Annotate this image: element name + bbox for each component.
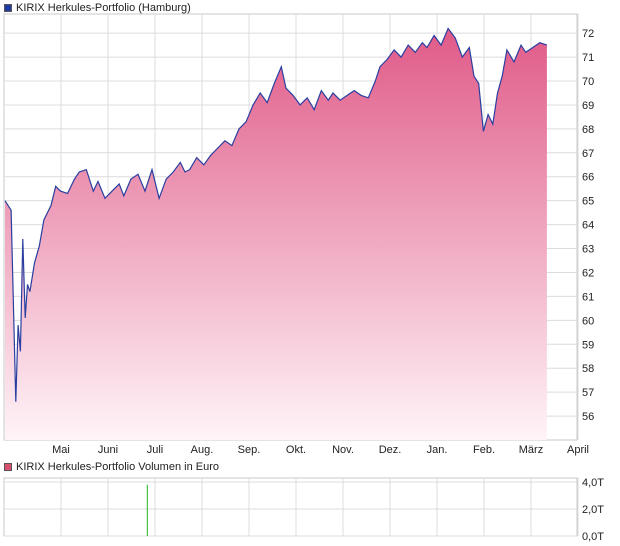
price-x-tick-label: März — [519, 444, 543, 456]
volume-y-tick-label: 4,0T — [582, 477, 604, 489]
price-y-tick-label: 60 — [582, 315, 594, 327]
price-legend: KIRIX Herkules-Portfolio (Hamburg) — [4, 1, 191, 15]
price-y-tick-label: 61 — [582, 291, 594, 303]
price-y-tick-label: 63 — [582, 244, 594, 256]
price-y-tick-label: 56 — [582, 411, 594, 423]
volume-chart: 0,0T 2,0T 4,0T — [3, 477, 604, 543]
price-y-tick-label: 64 — [582, 220, 594, 232]
price-chart: 56 57 58 59 60 61 62 63 64 65 66 67 68 69 70 71 72 Mai Jun… — [3, 13, 594, 456]
price-x-tick-label: Juni — [98, 444, 118, 456]
price-x-tick-label: Mai — [52, 444, 70, 456]
price-y-tick-label: 57 — [582, 387, 594, 399]
price-y-tick-label: 72 — [582, 28, 594, 40]
price-x-tick-label: Nov. — [332, 444, 354, 456]
volume-legend-label: KIRIX Herkules-Portfolio Volumen in Euro — [16, 461, 219, 473]
volume-y-tick-label: 0,0T — [582, 531, 604, 543]
price-y-tick-label: 59 — [582, 339, 594, 351]
price-legend-swatch — [4, 4, 12, 12]
price-y-tick-label: 65 — [582, 196, 594, 208]
price-x-tick-label: Juli — [147, 444, 164, 456]
price-y-tick-label: 62 — [582, 267, 594, 279]
volume-legend: KIRIX Herkules-Portfolio Volumen in Euro — [4, 460, 219, 474]
price-y-tick-label: 69 — [582, 100, 594, 112]
price-x-tick-label: Aug. — [191, 444, 214, 456]
price-legend-label: KIRIX Herkules-Portfolio (Hamburg) — [16, 2, 191, 14]
volume-legend-swatch — [4, 463, 12, 471]
price-area — [5, 28, 547, 441]
price-x-tick-label: Jan. — [427, 444, 448, 456]
price-y-tick-label: 66 — [582, 172, 594, 184]
price-x-tick-label: April — [567, 444, 589, 456]
price-y-tick-label: 71 — [582, 52, 594, 64]
price-y-tick-label: 58 — [582, 363, 594, 375]
volume-y-tick-label: 2,0T — [582, 504, 604, 516]
price-y-tick-label: 70 — [582, 76, 594, 88]
price-x-tick-label: Feb. — [473, 444, 495, 456]
price-y-tick-label: 68 — [582, 124, 594, 136]
price-x-tick-label: Dez. — [379, 444, 402, 456]
volume-plot-area — [3, 477, 578, 537]
price-x-tick-label: Okt. — [286, 444, 306, 456]
price-y-tick-label: 67 — [582, 148, 594, 160]
price-line — [4, 27, 548, 402]
price-x-tick-label: Sep. — [238, 444, 261, 456]
